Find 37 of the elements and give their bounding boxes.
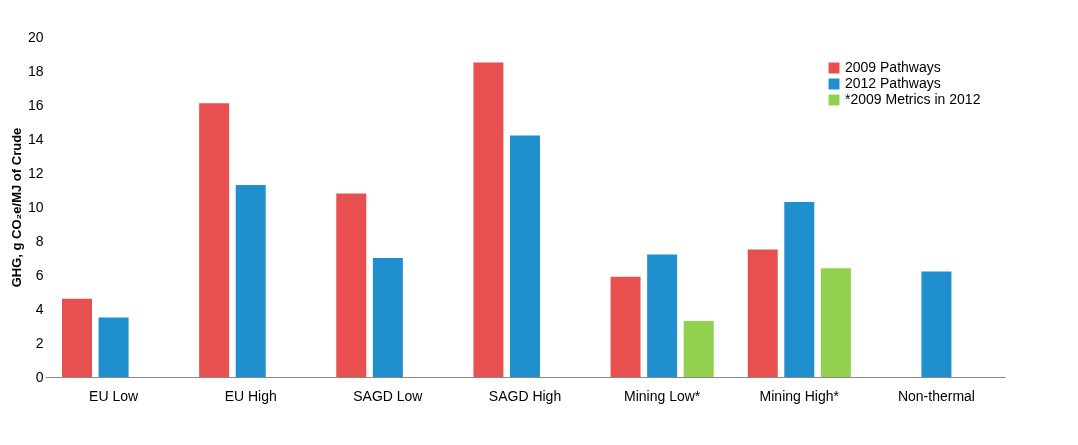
y-tick-label: 20 xyxy=(27,28,44,45)
bar xyxy=(510,135,540,377)
bar xyxy=(820,268,851,377)
bar xyxy=(647,254,678,377)
bar xyxy=(98,317,129,377)
legend-label: 2009 Pathways xyxy=(845,59,941,75)
y-tick-label: 8 xyxy=(35,232,44,249)
y-tick-label: 4 xyxy=(35,300,44,317)
x-tick-label: Non-thermal xyxy=(897,387,975,404)
y-tick-label: 6 xyxy=(35,266,44,283)
bar xyxy=(921,271,952,377)
legend-label: 2012 Pathways xyxy=(845,75,941,91)
bar xyxy=(683,320,714,377)
bar xyxy=(784,201,815,377)
y-tick-label: 0 xyxy=(35,368,44,385)
y-tick-label: 10 xyxy=(27,198,44,215)
bar xyxy=(336,193,367,377)
x-tick-label: SAGD High xyxy=(488,387,562,404)
y-tick-label: 18 xyxy=(27,62,44,79)
bar xyxy=(610,276,641,377)
x-tick-label: EU Low xyxy=(89,387,139,404)
bar xyxy=(235,184,266,377)
bar xyxy=(747,249,778,377)
x-tick-label: SAGD Low xyxy=(353,387,424,404)
legend-label: *2009 Metrics in 2012 xyxy=(845,91,981,107)
x-tick-label: Mining Low* xyxy=(624,387,701,404)
y-tick-label: 2 xyxy=(35,334,44,351)
y-axis-title: GHG, g CO₂e/MJ of Crude xyxy=(8,127,24,288)
x-tick-label: EU High xyxy=(224,387,277,404)
y-tick-label: 12 xyxy=(27,164,44,181)
y-tick-label: 14 xyxy=(27,130,44,147)
bar xyxy=(62,298,92,377)
y-tick-label: 16 xyxy=(27,96,44,113)
bar xyxy=(199,103,230,377)
bar xyxy=(473,62,504,377)
bar xyxy=(372,258,403,377)
x-tick-label: Mining High* xyxy=(759,387,840,404)
